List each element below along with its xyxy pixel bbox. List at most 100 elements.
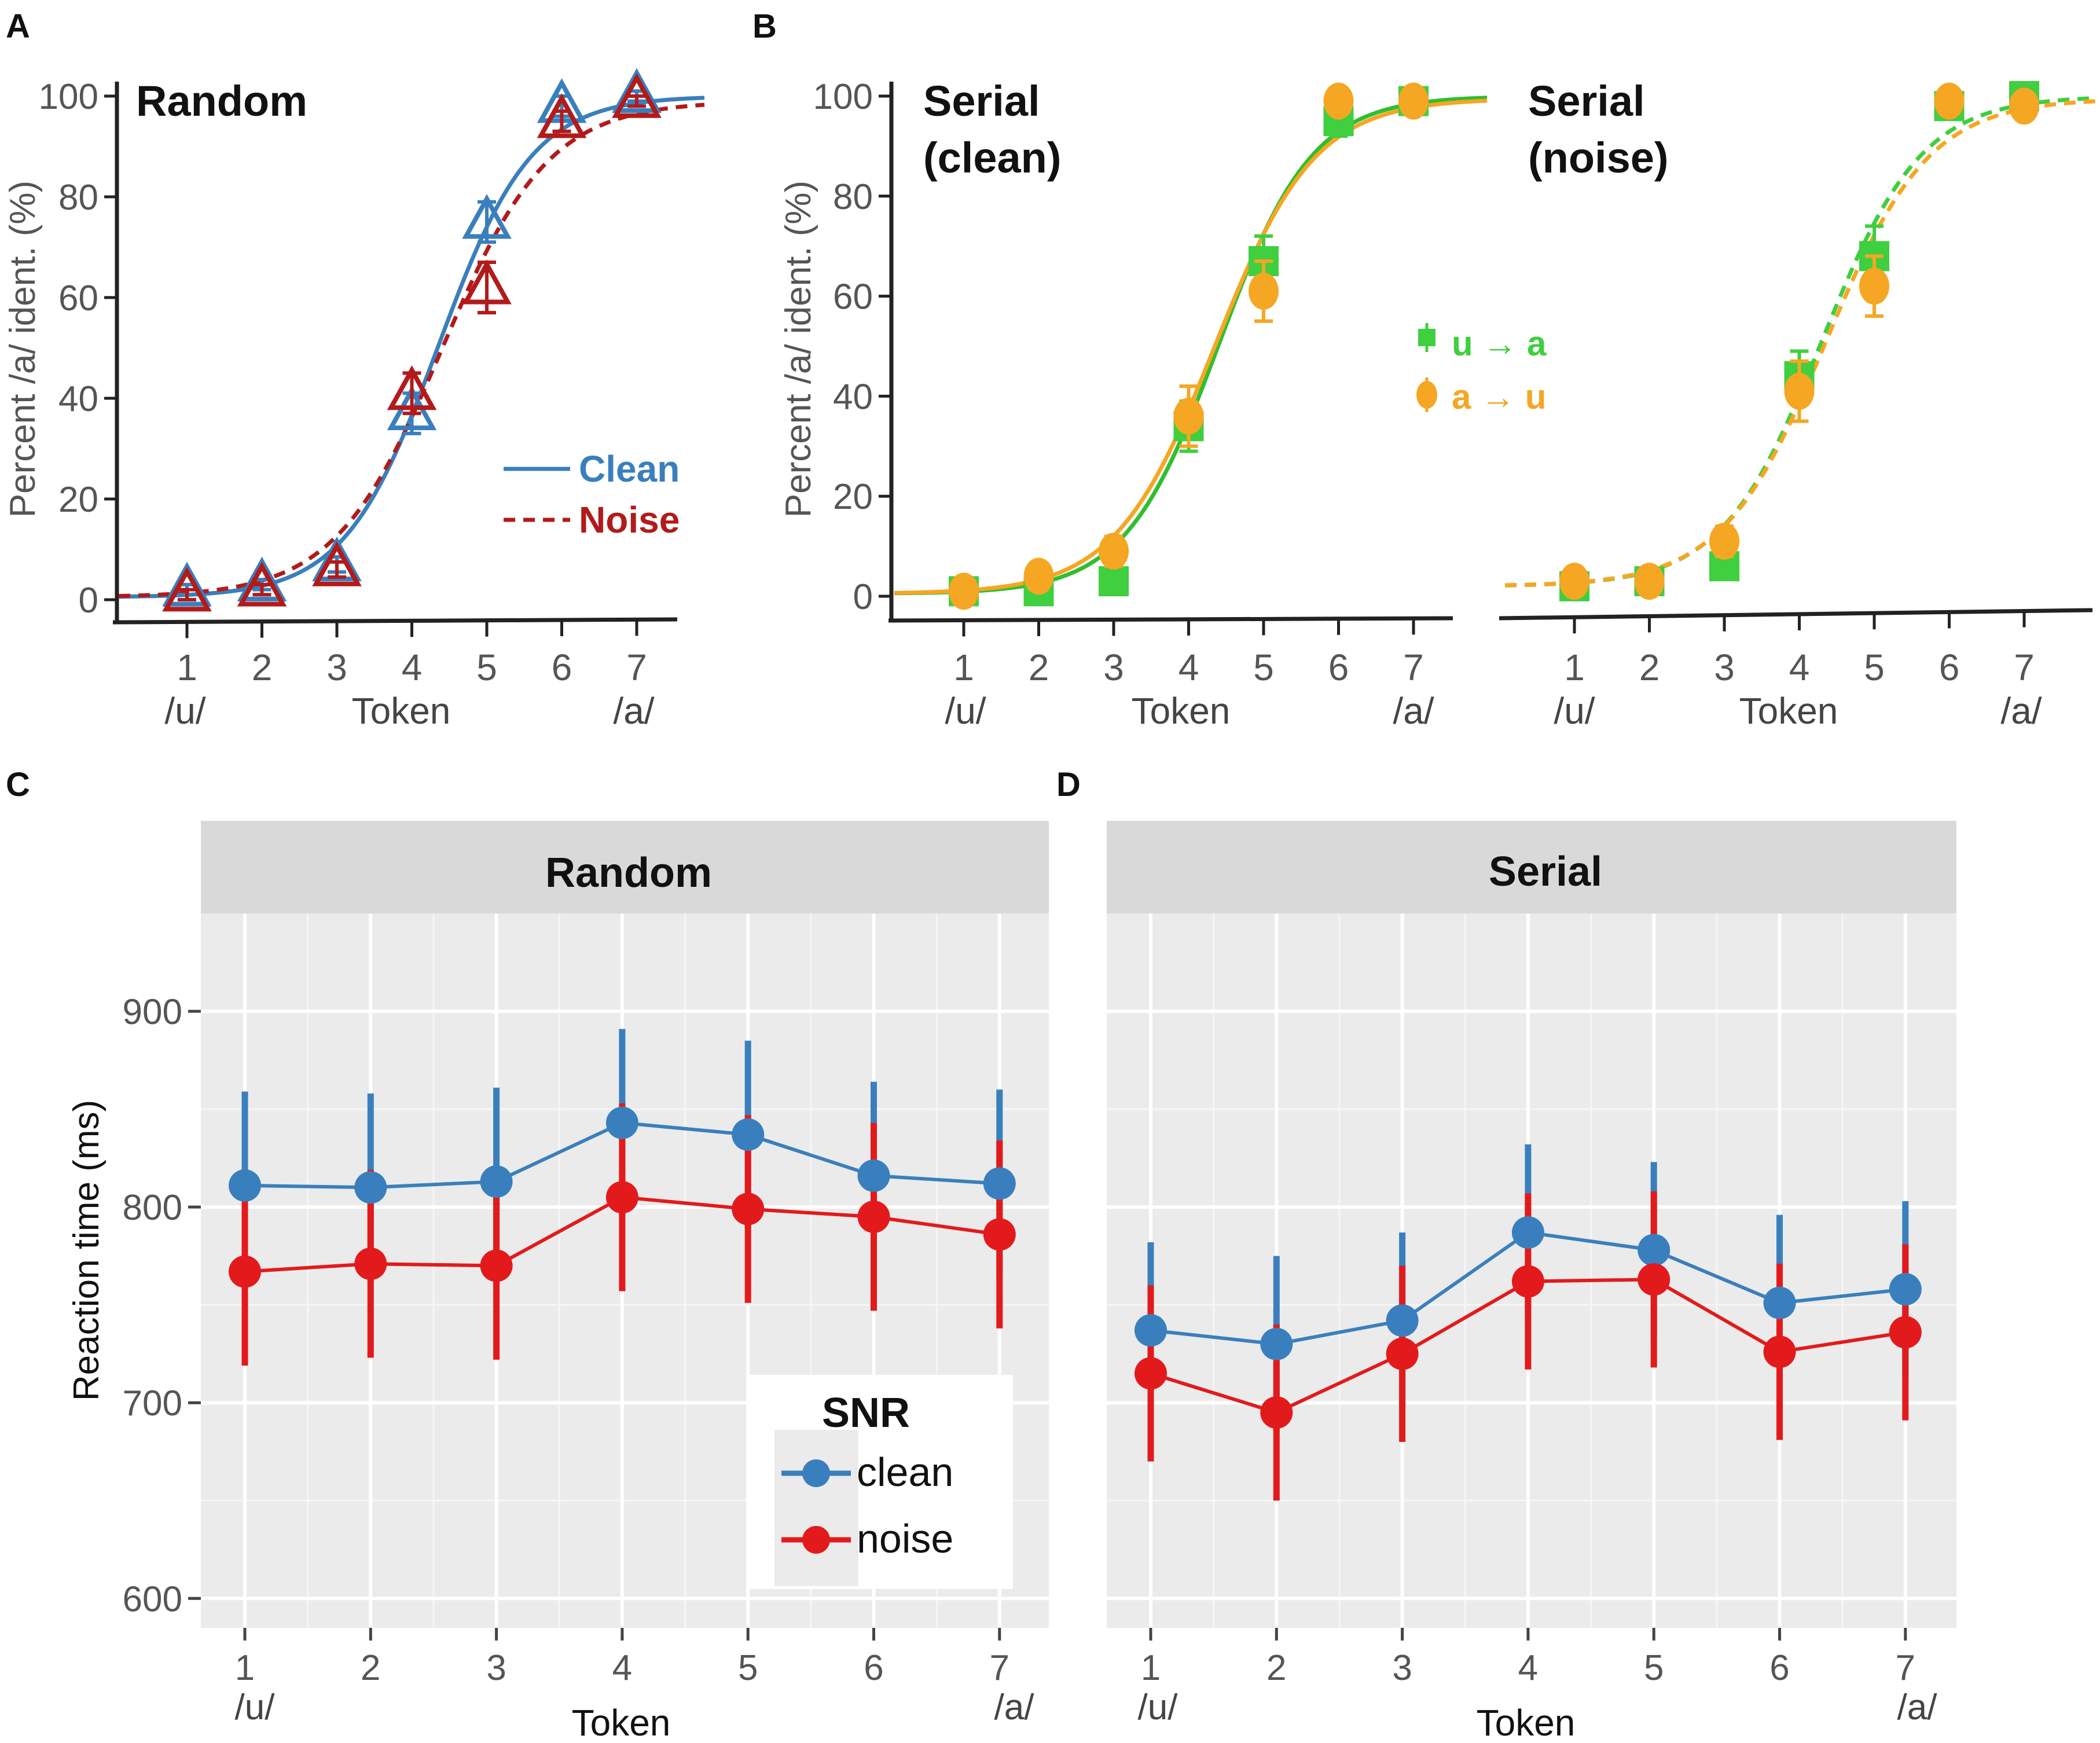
data-point-clean	[1386, 1304, 1419, 1337]
x-tick-label: 7	[990, 1648, 1009, 1688]
y-tick-label: 0	[79, 581, 98, 621]
panel-b-clean-xlabel: Token	[1132, 690, 1231, 732]
y-tick-label: 900	[123, 992, 182, 1032]
data-point-au	[1398, 82, 1429, 120]
data-point-noise	[983, 1218, 1016, 1251]
x-axis	[888, 616, 1453, 623]
x-tick-label: 3	[486, 1648, 506, 1688]
data-point-au	[1784, 372, 1815, 410]
facet-strip	[1107, 821, 1956, 913]
panel-b-clean: 0 20 40 60 80 100 1 2 3 4 5 6 7	[813, 77, 1488, 688]
data-point-noise	[354, 1247, 387, 1280]
data-point-au	[1323, 82, 1354, 120]
data-point-clean	[354, 1171, 387, 1204]
y-tick-label: 0	[853, 577, 873, 617]
data-point-clean	[1763, 1286, 1796, 1319]
panel-b-noise-x-left: /u/	[1554, 690, 1595, 732]
panel-d-x-right: /a/	[1897, 1687, 1938, 1727]
legend-u-to-a-label: u → a	[1452, 324, 1547, 363]
y-tick-label: 20	[58, 480, 98, 520]
data-point-clean	[237, 556, 287, 601]
data-point-noise	[1260, 1396, 1293, 1429]
x-tick-label: 1	[1141, 1648, 1161, 1688]
data-point-au	[1559, 563, 1589, 600]
panel-b-clean-x-right: /a/	[1393, 690, 1434, 732]
x-tick-label: 6	[1939, 647, 1960, 688]
x-tick-label: 1	[235, 1648, 255, 1688]
data-point-au	[1934, 82, 1965, 120]
x-tick-label: 7	[626, 647, 647, 688]
data-point-noise	[1889, 1316, 1922, 1349]
x-tick-label: 3	[1714, 647, 1735, 688]
legend-a-to-u-label: a → u	[1452, 377, 1546, 416]
data-point-clean	[612, 68, 662, 113]
y-tick-label: 700	[123, 1384, 182, 1423]
data-point-clean	[1135, 1314, 1167, 1347]
x-tick-label: 6	[552, 647, 572, 688]
data-point-au	[2009, 87, 2039, 125]
panel-c-x-right: /a/	[994, 1687, 1035, 1727]
data-point-clean	[462, 194, 512, 239]
data-point-noise	[1511, 1265, 1544, 1298]
panel-b-noise-x-right: /a/	[2000, 690, 2042, 732]
panel-label-c: C	[6, 766, 30, 803]
legend-snr-title: SNR	[822, 1390, 910, 1436]
data-point-noise	[312, 541, 362, 586]
panel-b-clean-title-2: (clean)	[923, 134, 1062, 182]
data-point-clean	[1260, 1327, 1293, 1360]
data-point-clean	[1638, 1234, 1671, 1267]
panel-a-xlabel: Token	[352, 690, 451, 732]
data-point-noise	[1763, 1335, 1796, 1368]
panel-b-noise-xlabel: Token	[1739, 690, 1838, 732]
data-point-au	[1709, 522, 1739, 560]
panel-d: 1 2 3 4 5 6 7	[1107, 821, 1956, 1688]
x-tick-label: 4	[612, 1648, 632, 1688]
x-tick-label: 1	[1564, 647, 1585, 688]
x-tick-label: 7	[1403, 647, 1424, 688]
y-tick-label: 600	[123, 1579, 182, 1619]
x-tick-label: 7	[2014, 647, 2035, 688]
data-point-noise	[732, 1192, 765, 1225]
panel-label-b: B	[752, 8, 777, 45]
x-tick-label: 5	[476, 647, 497, 688]
data-point-clean	[312, 536, 362, 582]
x-tick-label: 1	[953, 647, 974, 688]
data-point-noise	[857, 1201, 890, 1234]
data-point-noise	[229, 1255, 261, 1288]
legend-noise-label: Noise	[579, 499, 680, 541]
data-point-au	[1173, 397, 1204, 435]
x-tick-label: 7	[1896, 1648, 1915, 1688]
data-point-clean	[162, 562, 212, 607]
panel-a-x-right: /a/	[613, 690, 654, 732]
legend-snr-key-bg	[774, 1430, 858, 1586]
panel-b-noise: 1 2 3 4 5 6 7	[1499, 81, 2096, 688]
panel-d-xlabel: Token	[1477, 1702, 1576, 1743]
panel-d-x-left: /u/	[1138, 1687, 1179, 1727]
x-tick-label: 5	[1864, 647, 1885, 688]
y-tick-label: 60	[58, 278, 98, 318]
data-point-au	[1249, 272, 1279, 310]
data-point-noise	[387, 365, 437, 410]
data-point-noise	[462, 259, 512, 304]
x-tick-label: 2	[1639, 647, 1660, 688]
y-tick-label: 100	[813, 77, 873, 117]
x-tick-label: 4	[1789, 647, 1810, 688]
data-point-clean	[857, 1159, 890, 1192]
data-point-clean	[732, 1118, 765, 1151]
y-tick-label: 20	[833, 477, 873, 517]
data-point-clean	[1889, 1273, 1922, 1306]
y-tick-label: 60	[833, 277, 873, 317]
data-point-noise	[1386, 1337, 1419, 1370]
data-point-noise	[480, 1249, 513, 1282]
facet-strip	[201, 821, 1049, 913]
x-tick-label: 3	[326, 647, 347, 688]
data-point-clean	[983, 1167, 1016, 1200]
x-tick-label: 3	[1392, 1648, 1412, 1688]
panel-c-ylabel: Reaction time (ms)	[67, 1100, 107, 1401]
x-axis	[1499, 608, 2093, 621]
data-point-clean	[605, 1106, 638, 1139]
panel-d-strip-title: Serial	[1489, 849, 1602, 895]
x-tick-label: 3	[1103, 647, 1124, 688]
data-point-au	[1634, 563, 1665, 600]
